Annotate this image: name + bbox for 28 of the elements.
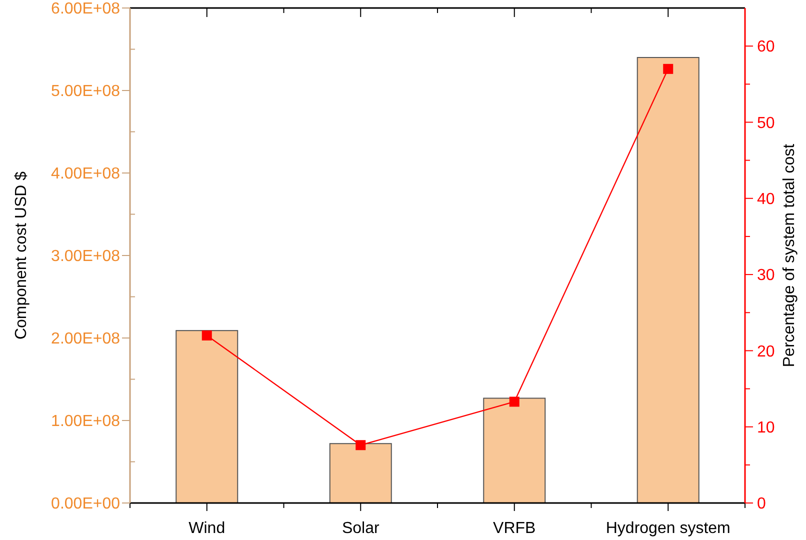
y2-tick-label: 30 (757, 267, 775, 284)
point (509, 396, 520, 407)
x-tick-label: VRFB (493, 520, 536, 537)
y2-tick-label: 20 (757, 343, 775, 360)
y-axis-title: Component cost USD $ (13, 171, 30, 340)
y-tick-label: 1.00E+08 (51, 413, 120, 430)
bar (176, 330, 238, 504)
y-tick-label: 0.00E+00 (51, 496, 120, 513)
point (663, 64, 674, 74)
bar (636, 57, 700, 504)
bar (483, 398, 546, 504)
x-tick-label: Solar (342, 520, 380, 537)
y-tick-label: 2.00E+08 (51, 330, 120, 348)
y2-tick-label: 40 (757, 190, 775, 208)
y-tick-label: 4.00E+08 (51, 166, 120, 183)
y-tick-label: 6.00E+08 (51, 0, 120, 18)
bar (329, 443, 392, 504)
x-tick-label: Hydrogen system (606, 520, 730, 537)
y2-tick-label: 10 (757, 419, 775, 436)
point (202, 330, 212, 340)
y2-tick-label: 50 (757, 114, 775, 132)
y2-tick-label: 0 (757, 496, 766, 513)
y-tick-label: 5.00E+08 (51, 83, 120, 100)
point (356, 440, 366, 450)
y2-axis-title: Percentage of system total cost (781, 143, 798, 368)
x-tick-label: Wind (188, 520, 226, 537)
y-tick-label: 3.00E+08 (51, 248, 120, 266)
y2-tick-label: 60 (757, 38, 775, 56)
